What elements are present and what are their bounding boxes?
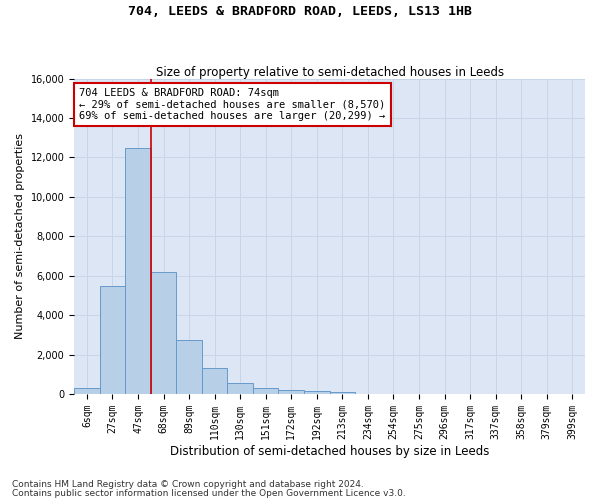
Bar [253, 388, 278, 394]
Text: Contains public sector information licensed under the Open Government Licence v3: Contains public sector information licen… [12, 488, 406, 498]
Y-axis label: Number of semi-detached properties: Number of semi-detached properties [15, 133, 25, 339]
Bar [125, 148, 151, 394]
Bar [202, 368, 227, 394]
Bar [74, 388, 100, 394]
Title: Size of property relative to semi-detached houses in Leeds: Size of property relative to semi-detach… [155, 66, 503, 78]
Bar [304, 392, 329, 394]
Bar [227, 383, 253, 394]
X-axis label: Distribution of semi-detached houses by size in Leeds: Distribution of semi-detached houses by … [170, 444, 489, 458]
Text: 704, LEEDS & BRADFORD ROAD, LEEDS, LS13 1HB: 704, LEEDS & BRADFORD ROAD, LEEDS, LS13 … [128, 5, 472, 18]
Text: Contains HM Land Registry data © Crown copyright and database right 2024.: Contains HM Land Registry data © Crown c… [12, 480, 364, 489]
Text: 704 LEEDS & BRADFORD ROAD: 74sqm
← 29% of semi-detached houses are smaller (8,57: 704 LEEDS & BRADFORD ROAD: 74sqm ← 29% o… [79, 88, 386, 121]
Bar [100, 286, 125, 394]
Bar [278, 390, 304, 394]
Bar [329, 392, 355, 394]
Bar [151, 272, 176, 394]
Bar [176, 340, 202, 394]
